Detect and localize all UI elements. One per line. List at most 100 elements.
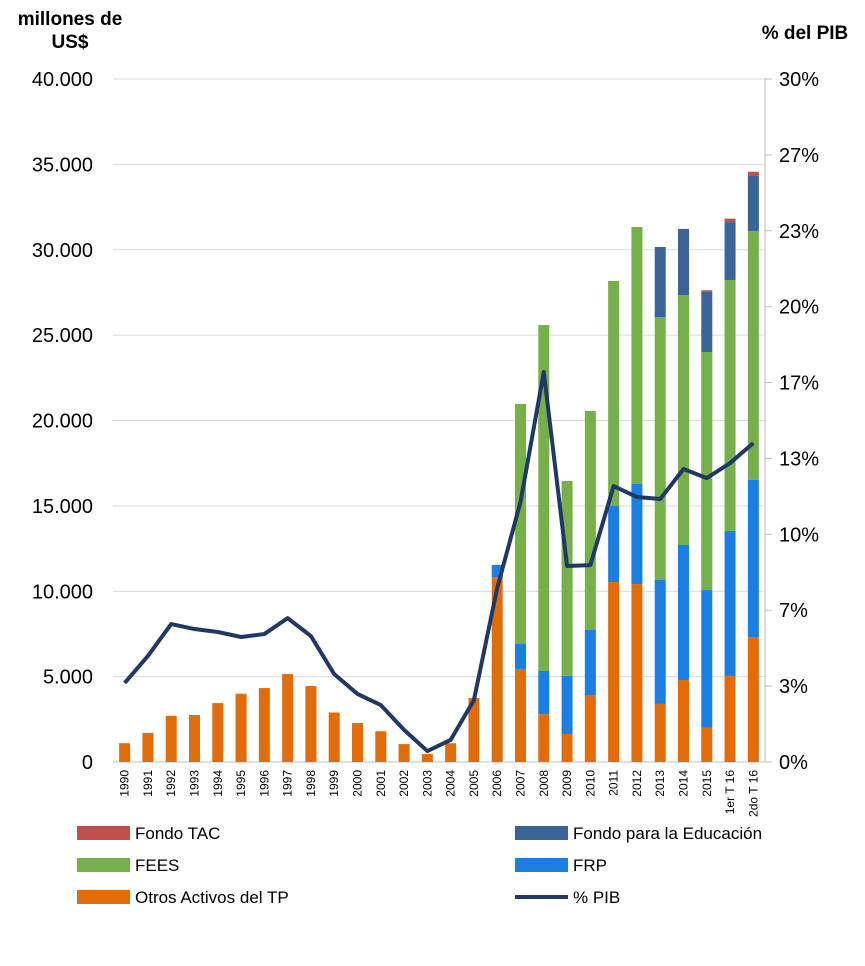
- bar-segment: [678, 680, 689, 762]
- legend-swatch: [77, 858, 130, 872]
- bar-segment: [724, 218, 736, 223]
- bar-segment: [328, 712, 340, 762]
- legend-label: Fondo para la Educación: [573, 824, 762, 843]
- x-tick-label: 2008: [537, 770, 551, 797]
- bar-segment: [724, 675, 736, 762]
- bar-segment: [584, 630, 596, 696]
- x-tick-label: 1992: [164, 770, 178, 797]
- bar-segment: [282, 674, 294, 762]
- x-tick-label: 1999: [327, 770, 341, 797]
- y-tick-label: 30.000: [32, 240, 93, 262]
- x-tick-label: 2003: [420, 770, 434, 797]
- bar-segment: [631, 227, 643, 485]
- y2-tick-label: 7%: [779, 600, 808, 622]
- bar-segment: [515, 403, 526, 645]
- x-tick-label: 2do T 16: [746, 770, 760, 817]
- x-tick-label: 2011: [607, 770, 621, 796]
- legend-label: Otros Activos del TP: [135, 888, 289, 907]
- legend-swatch: [77, 826, 130, 840]
- x-tick-label: 1993: [188, 770, 202, 797]
- y-tick-label: 35.000: [32, 154, 93, 176]
- bar-segment: [724, 279, 736, 531]
- legend-label: FRP: [573, 856, 607, 875]
- bar-segment: [515, 644, 526, 669]
- y-tick-label: 40.000: [32, 69, 93, 91]
- x-tick-label: 2013: [653, 770, 667, 797]
- bar-segment: [631, 484, 643, 585]
- x-tick-label: 2004: [444, 770, 458, 797]
- x-tick-label: 2014: [677, 770, 691, 797]
- bar-segment: [701, 352, 713, 591]
- legend-swatch: [77, 890, 130, 904]
- x-tick-label: 2001: [374, 770, 388, 797]
- x-tick-label: 1995: [234, 770, 248, 797]
- legend-label: Fondo TAC: [135, 824, 220, 843]
- bar-segment: [258, 688, 270, 762]
- bar-segment: [142, 732, 154, 762]
- x-tick-label: 1998: [304, 770, 318, 797]
- bar-segment: [701, 291, 713, 353]
- bar-segment: [491, 564, 503, 578]
- bar-segment: [724, 222, 736, 280]
- bar-segment: [468, 697, 480, 762]
- bar-segment: [421, 753, 433, 762]
- bar-segment: [189, 715, 200, 762]
- y-tick-label: 15.000: [32, 496, 93, 518]
- y2-tick-label: 10%: [779, 524, 819, 546]
- x-tick-label: 2012: [630, 770, 644, 797]
- y-tick-label: 5.000: [43, 667, 93, 689]
- bar-segment: [375, 731, 387, 762]
- bar-segment: [515, 668, 526, 762]
- bar-segment: [747, 171, 759, 176]
- y2-tick-label: 13%: [779, 448, 819, 470]
- bar-segment: [701, 590, 713, 728]
- bar-segment: [538, 670, 550, 715]
- bar-segment: [212, 703, 224, 762]
- x-tick-label: 2010: [583, 770, 597, 797]
- bar-segment: [561, 480, 573, 676]
- bar-segment: [235, 693, 247, 762]
- y-tick-label: 20.000: [32, 411, 93, 433]
- x-tick-label: 1991: [141, 770, 155, 797]
- y2-tick-label: 30%: [779, 69, 819, 91]
- bar-segment: [747, 637, 759, 762]
- legend-label: % PIB: [573, 888, 620, 907]
- x-tick-label: 2005: [467, 770, 481, 797]
- x-tick-label: 1997: [281, 770, 295, 797]
- x-tick-label: 1er T 16: [723, 770, 737, 815]
- y-tick-label: 25.000: [32, 325, 93, 347]
- bar-segment: [445, 743, 457, 762]
- bar-segment: [608, 582, 620, 762]
- x-tick-label: 2015: [700, 770, 714, 797]
- bar-segment: [631, 584, 643, 762]
- bar-segment: [678, 294, 689, 545]
- y2-tick-label: 17%: [779, 373, 819, 395]
- legend-label: FEES: [135, 856, 179, 875]
- bar-segment: [538, 325, 550, 671]
- legend-swatch: [515, 858, 568, 872]
- y2-tick-label: 23%: [779, 221, 819, 243]
- bar-segment: [654, 247, 666, 318]
- bar-segment: [701, 727, 713, 762]
- y-tick-label: 0: [82, 752, 93, 774]
- bar-segment: [584, 695, 596, 762]
- y2-tick-label: 0%: [779, 752, 808, 774]
- bar-segment: [165, 715, 177, 762]
- bar-segment: [561, 733, 573, 762]
- bar-segment: [654, 579, 666, 704]
- bar-segment: [701, 290, 713, 292]
- line: [123, 370, 755, 754]
- bar-segment: [352, 723, 363, 762]
- bar-segment: [608, 280, 620, 507]
- bar-segment: [747, 175, 759, 231]
- bar-segment: [678, 544, 689, 681]
- x-tick-label: 2002: [397, 770, 411, 797]
- x-tick-label: 1990: [118, 770, 132, 797]
- bar-segment: [584, 410, 596, 631]
- x-tick-label: 2007: [514, 770, 528, 797]
- y2-tick-label: 20%: [779, 297, 819, 319]
- bar-segment: [654, 703, 666, 762]
- bar-segment: [305, 686, 317, 762]
